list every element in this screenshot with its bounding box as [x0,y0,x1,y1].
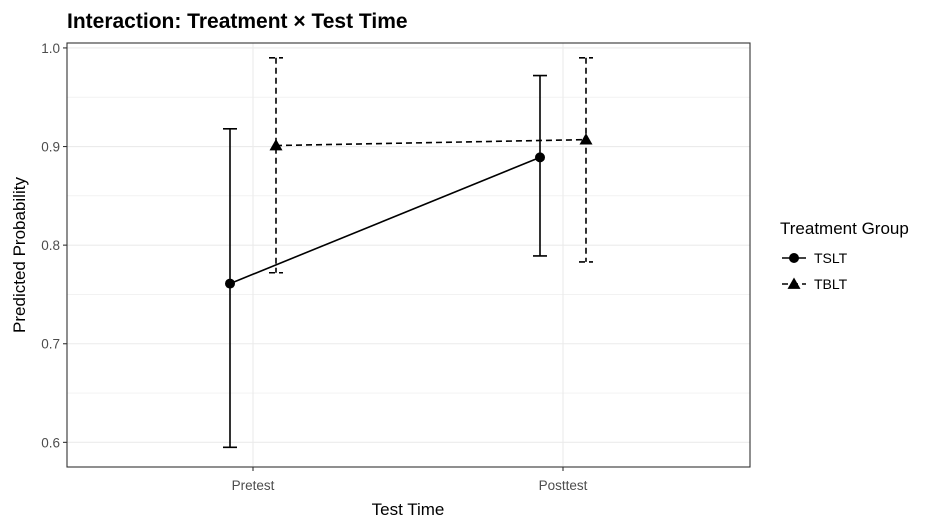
legend-label-tblt: TBLT [814,276,848,292]
panel-border [67,43,750,467]
x-tick-label: Pretest [232,478,275,493]
error-bar-tslt [533,76,547,256]
y-axis-title: Predicted Probability [10,177,29,333]
series-tblt [269,58,593,273]
y-tick-label: 1.0 [41,41,60,56]
y-axis: 0.6 0.7 0.8 0.9 1.0 [41,41,67,450]
error-bar-tblt [579,58,593,262]
legend-label-tslt: TSLT [814,250,848,266]
legend-item-tblt: TBLT [782,276,848,292]
legend-item-tslt: TSLT [782,250,848,266]
error-bar-tblt [269,58,283,273]
y-tick-label: 0.6 [41,435,60,450]
point-tblt [580,133,593,144]
legend-title: Treatment Group [780,219,909,238]
legend-key-marker-tslt [789,253,799,263]
x-axis-title: Test Time [372,500,445,519]
point-tslt [225,279,235,289]
legend-key-marker-tblt [788,278,801,289]
series-layer [223,58,593,447]
legend: Treatment Group TSLT TBLT [780,219,909,292]
y-tick-label: 0.9 [41,140,60,155]
chart-title: Interaction: Treatment × Test Time [67,10,408,33]
series-tslt [223,76,547,448]
point-tslt [535,152,545,162]
x-tick-label: Posttest [539,478,588,493]
y-tick-label: 0.8 [41,238,60,253]
x-axis: Pretest Posttest [232,467,588,493]
grid [67,43,750,467]
y-tick-label: 0.7 [41,337,60,352]
